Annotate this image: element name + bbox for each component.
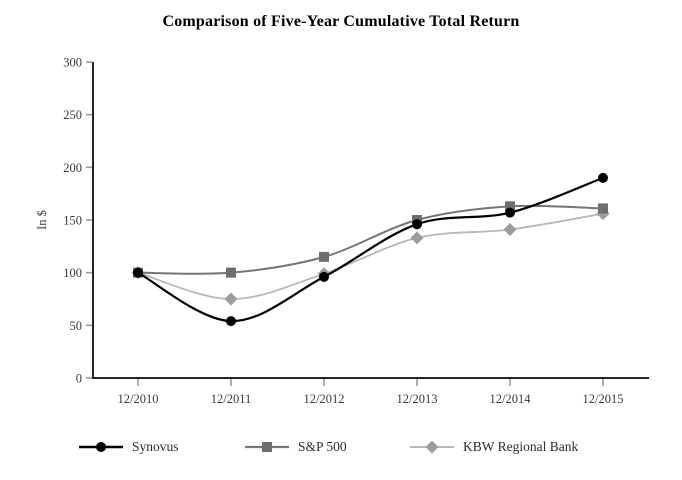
data-point-marker <box>503 222 517 236</box>
series-line <box>137 212 604 300</box>
data-point-marker <box>319 251 329 262</box>
data-point-marker <box>226 316 236 327</box>
legend-marker-kbw-regional-bank <box>410 440 454 454</box>
data-point-marker <box>226 267 236 278</box>
chart-title: Comparison of Five-Year Cumulative Total… <box>162 13 520 30</box>
series-line <box>136 176 605 323</box>
data-point-marker <box>410 231 424 245</box>
legend-marker-glyph <box>96 442 106 452</box>
chart-legend: Synovus S&P 500 KBW Regional Bank <box>0 438 682 458</box>
legend-marker-sp500 <box>245 442 289 452</box>
y-tick-label: 300 <box>63 56 82 70</box>
y-tick-label: 200 <box>63 161 82 175</box>
legend-label-synovus: Synovus <box>132 439 179 454</box>
legend-marker-glyph <box>425 440 439 454</box>
x-tick-label: 12/2014 <box>490 392 532 406</box>
x-tick-label: 12/2013 <box>397 392 438 406</box>
x-tick-label: 12/2015 <box>583 392 624 406</box>
data-point-marker <box>598 172 608 183</box>
y-axis-title: In $ <box>35 210 49 230</box>
y-tick-label: 150 <box>63 214 82 228</box>
x-tick-label: 12/2011 <box>211 392 252 406</box>
series-line <box>137 204 604 275</box>
legend-item-synovus: Synovus <box>79 438 179 456</box>
legend-label-sp500: S&P 500 <box>298 439 347 454</box>
y-tick-label: 250 <box>63 108 82 122</box>
legend-marker-synovus <box>79 442 123 452</box>
data-point-marker <box>505 201 515 212</box>
legend-marker-glyph <box>262 442 272 452</box>
data-point-marker <box>412 219 422 230</box>
x-tick-label: 12/2012 <box>304 392 345 406</box>
legend-item-sp500: S&P 500 <box>245 438 347 456</box>
y-tick-label: 0 <box>76 372 82 386</box>
data-point-marker <box>319 271 329 282</box>
y-tick-label: 100 <box>63 266 82 280</box>
data-point-marker <box>505 207 515 218</box>
data-point-marker <box>224 292 238 306</box>
data-point-marker <box>598 203 608 214</box>
y-tick-label: 50 <box>70 319 83 333</box>
legend-label-kbw-regional-bank: KBW Regional Bank <box>463 439 579 454</box>
legend-item-kbw-regional-bank: KBW Regional Bank <box>410 438 578 456</box>
data-point-marker <box>133 267 143 278</box>
line-chart-canvas: 0 50 100 150 200 250 300 12/2010 12/2011 12/2012 1… <box>35 56 649 406</box>
x-tick-label: 12/2010 <box>118 392 159 406</box>
axes <box>92 62 649 379</box>
